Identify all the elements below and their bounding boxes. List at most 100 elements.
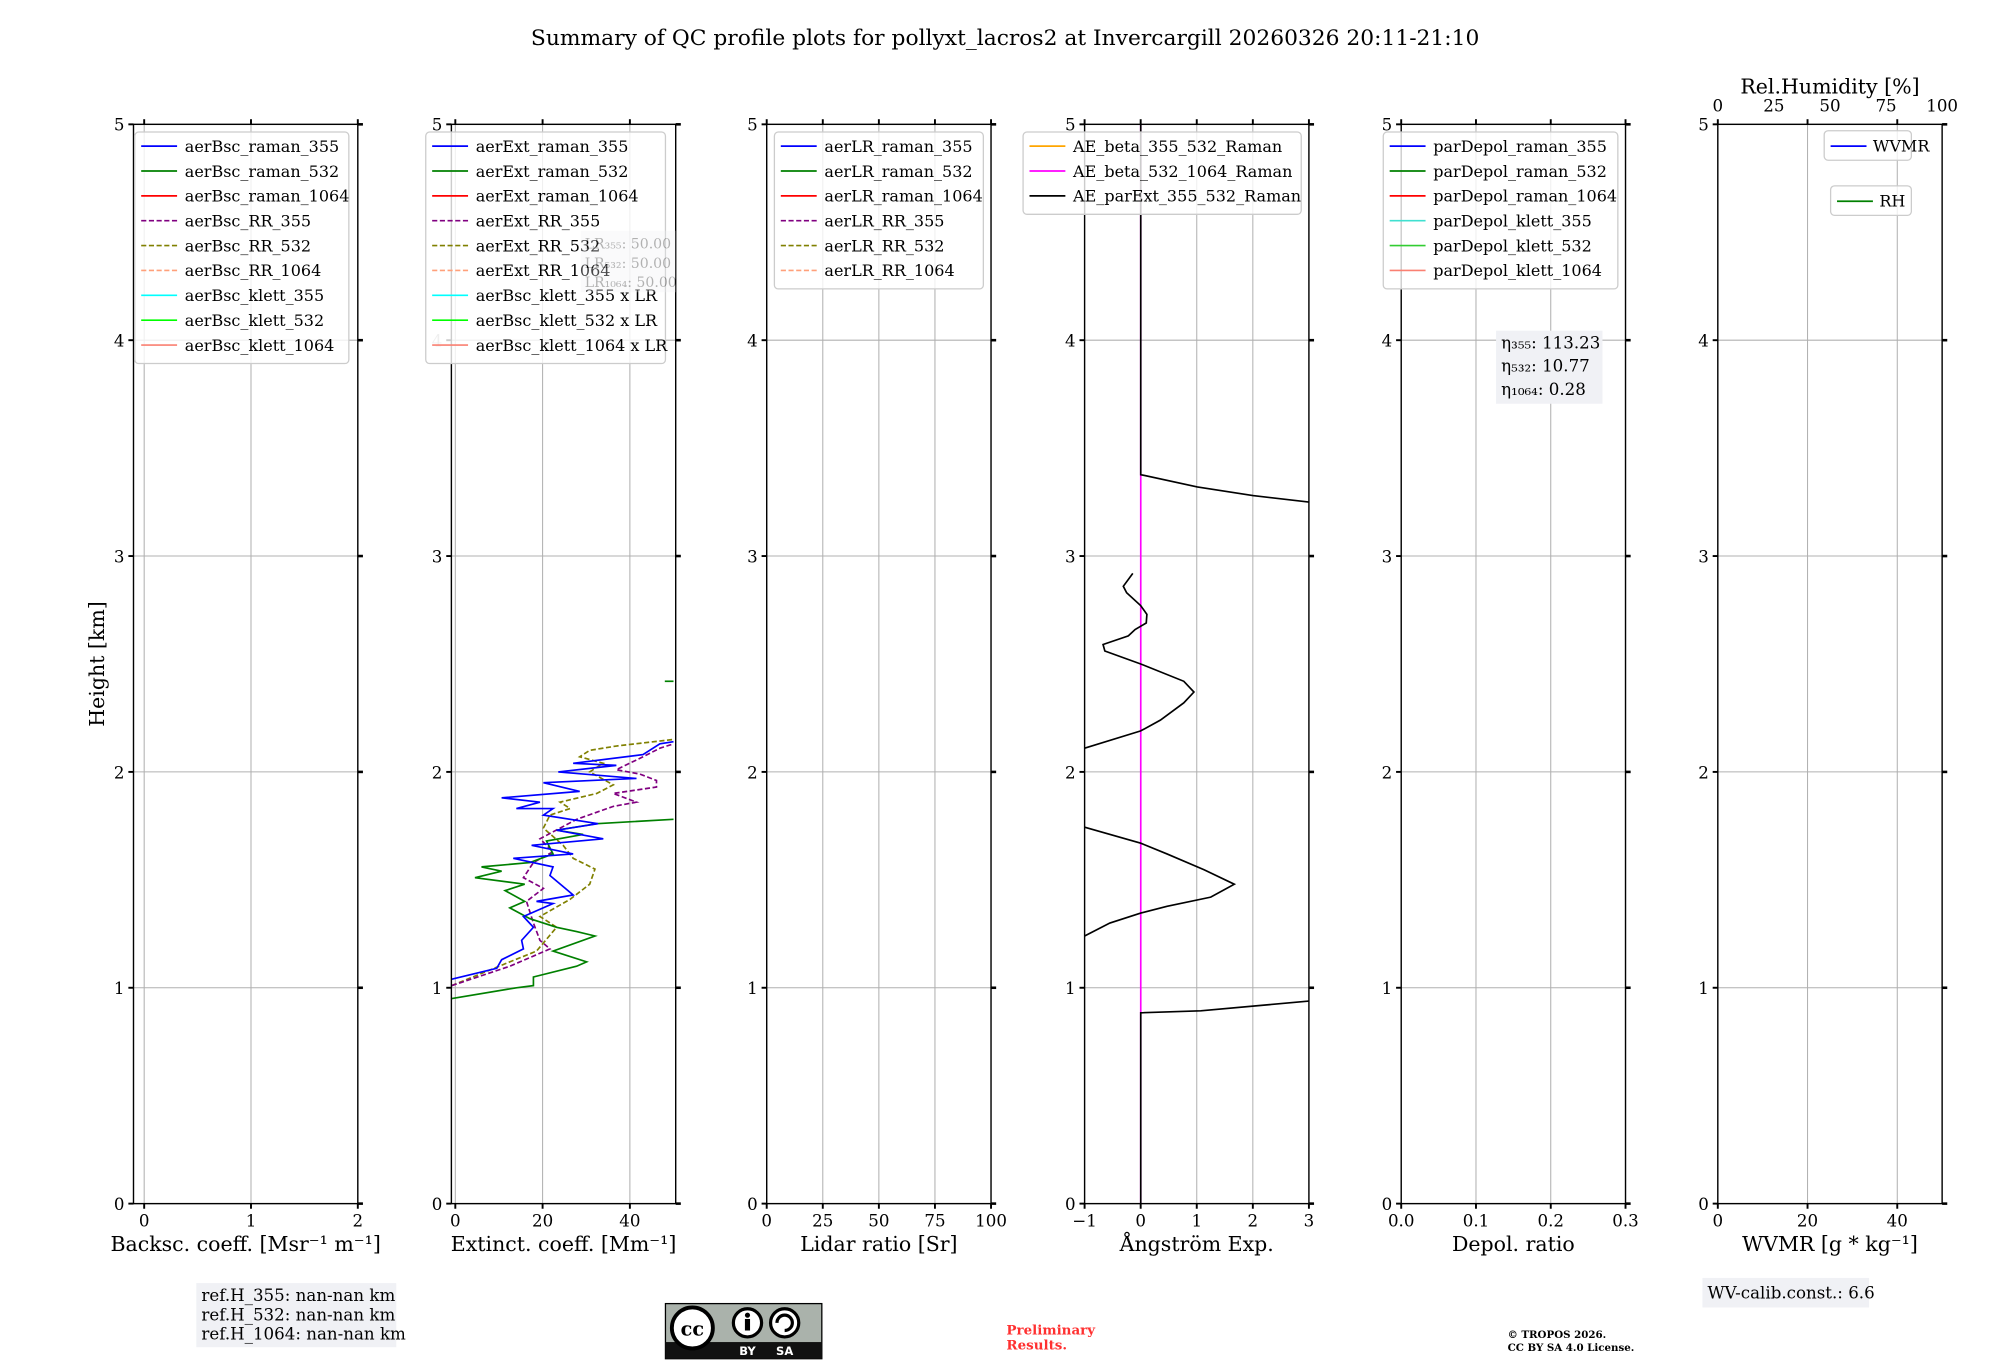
legend-label: parDepol_raman_532	[1433, 162, 1607, 181]
x-axis-label: Backsc. coeff. [Msr⁻¹ m⁻¹]	[110, 1232, 380, 1256]
y-tick-label: 0	[1382, 1195, 1393, 1214]
legend: aerBsc_raman_355 aerBsc_raman_532 aerBsc_r…	[134, 131, 350, 365]
y-tick-label: 3	[1698, 547, 1709, 566]
legend-label: WVMR	[1873, 136, 1930, 155]
legend-label: aerExt_raman_532	[476, 162, 629, 181]
legend-label: aerBsc_raman_1064	[185, 187, 350, 206]
preliminary-text-line2: Results.	[1006, 1338, 1067, 1354]
legend-label: aerLR_raman_532	[824, 162, 972, 181]
wv-box-bg	[1702, 1277, 1870, 1308]
legend-box	[1823, 130, 1913, 161]
y-tick-label: 0	[1065, 1195, 1076, 1214]
eta-info-box: η₃₅₅: 113.23 η₅₃₂: 10.77 η₁₀₆₄: 0.28	[1496, 330, 1603, 404]
legend: AE_beta_355_532_Raman AE_beta_532_1064_Ra…	[1022, 131, 1302, 215]
copyright-line2: CC BY SA 4.0 License.	[1508, 1342, 1635, 1354]
axes-frame	[450, 123, 677, 1205]
y-tick-label: 0	[432, 1195, 443, 1214]
y-tick-label: 1	[1065, 979, 1076, 998]
legend-label: aerLR_raman_1064	[824, 187, 982, 206]
y-tick-label: 3	[1065, 547, 1076, 566]
y-tick-label: 3	[432, 547, 443, 566]
legend-label: parDepol_raman_355	[1433, 137, 1607, 156]
y-tick-label: 5	[1698, 116, 1709, 135]
x-tick-label: 0.3	[1612, 1212, 1639, 1231]
legend-label: AE_beta_355_532_Raman	[1072, 137, 1282, 156]
legend-label: aerBsc_klett_1064	[185, 336, 335, 355]
legend-label: aerBsc_klett_1064 x LR	[476, 336, 668, 355]
legend-label: parDepol_klett_355	[1433, 211, 1592, 230]
x-axis-label: Extinct. coeff. [Mm⁻¹]	[451, 1232, 677, 1256]
legend-label: aerBsc_raman_355	[185, 137, 339, 156]
legend-label: parDepol_klett_532	[1433, 236, 1592, 255]
legend-label: aerExt_raman_355	[476, 137, 629, 156]
x-axis-label: Ångström Exp.	[1119, 1231, 1274, 1256]
legend-label: aerBsc_klett_532 x LR	[476, 311, 658, 330]
series-line-aerExt_raman_355	[451, 740, 674, 980]
x-tick-label: 20	[1797, 1212, 1818, 1231]
y-tick-label: 1	[114, 979, 125, 998]
y-tick-label: 5	[1382, 116, 1393, 135]
y-tick-label: 0	[114, 1195, 125, 1214]
refh-532-text: ref.H_532: nan-nan km	[201, 1305, 395, 1324]
x-tick-label: 0.2	[1538, 1212, 1565, 1231]
series-line-aerExt_RR_532	[451, 738, 674, 987]
x-tick-label: 0	[1135, 1212, 1146, 1231]
top-x-tick-label: 25	[1763, 97, 1784, 116]
legend-label: aerLR_raman_355	[824, 137, 972, 156]
y-tick-label: 5	[1065, 116, 1076, 135]
x-axis-label: Depol. ratio	[1452, 1232, 1575, 1256]
refh-box-bg	[196, 1283, 397, 1348]
y-tick-label: 3	[747, 547, 758, 566]
legend-label: parDepol_raman_1064	[1433, 187, 1617, 206]
x-tick-label: 0	[450, 1212, 461, 1231]
y-tick-label: 4	[114, 332, 125, 351]
legend: aerExt_raman_355 aerExt_raman_532 aerExt_r…	[425, 131, 668, 365]
x-tick-label: 75	[924, 1212, 945, 1231]
series-line-AE_parExt_355_532_Raman_low	[1084, 826, 1237, 937]
series-line-AE_parExt_355_532_Raman_bottom	[1139, 1000, 1309, 1204]
legend-label: aerBsc_RR_532	[185, 236, 311, 255]
y-tick-label: 1	[747, 979, 758, 998]
x-tick-label: 100	[975, 1212, 1007, 1231]
x-axis-label: Lidar ratio [Sr]	[800, 1232, 957, 1256]
top-x-tick-label: 0	[1713, 97, 1724, 116]
cc-by-sa-logo: cc BY SA	[664, 1302, 823, 1360]
y-axis-label: Height [km]	[85, 601, 109, 727]
lidar-ratio-info-box: LR₃₅₅: 50.00 LR₅₃₂: 50.00 LR₁₀₆₄: 50.00	[580, 230, 677, 293]
y-tick-label: 0	[1698, 1195, 1709, 1214]
legend-label: aerLR_RR_532	[824, 236, 944, 255]
series-line-aerExt_raman_532	[451, 818, 674, 1000]
y-tick-label: 1	[432, 979, 443, 998]
y-tick-label: 2	[747, 763, 758, 782]
legend-box	[1022, 131, 1302, 215]
refh-1064-text: ref.H_1064: nan-nan km	[201, 1324, 406, 1343]
legend-box	[773, 131, 984, 290]
series-line-AE_parExt_355_532_Raman_top	[1139, 124, 1310, 503]
legend-label: aerExt_RR_355	[476, 211, 601, 230]
axes-frame	[132, 123, 359, 1205]
legend-label: RH	[1879, 191, 1905, 210]
refh-355-text: ref.H_355: nan-nan km	[201, 1286, 395, 1305]
panel-depolarization: 0 1 2 3 4 5 0.0 0.1 0.2 0.3 Depol. ratio parDepol_r…	[1382, 116, 1639, 1256]
axes-frame	[1717, 123, 1943, 1205]
eta-box-bg	[1496, 330, 1603, 404]
legend-label: aerLR_RR_1064	[824, 261, 954, 280]
y-tick-label: 0	[747, 1195, 758, 1214]
y-tick-label: 5	[114, 116, 125, 135]
x-tick-label: 2	[1248, 1212, 1259, 1231]
wv-calibration-box: WV-calib.const.: 6.6	[1702, 1277, 1875, 1308]
x-tick-label: 20	[532, 1212, 553, 1231]
y-tick-label: 2	[114, 763, 125, 782]
legend-label: aerLR_RR_355	[824, 211, 944, 230]
y-tick-label: 5	[747, 116, 758, 135]
y-tick-label: 2	[1065, 763, 1076, 782]
copyright-line1: © TROPOS 2026.	[1508, 1329, 1607, 1341]
x-tick-label: 0.0	[1388, 1212, 1415, 1231]
legend: WVMR RH	[1823, 130, 1930, 216]
y-tick-label: 1	[1698, 979, 1709, 998]
legend: aerLR_raman_355 aerLR_raman_532 aerLR_rama…	[773, 131, 984, 290]
legend-label: aerBsc_RR_355	[185, 211, 311, 230]
